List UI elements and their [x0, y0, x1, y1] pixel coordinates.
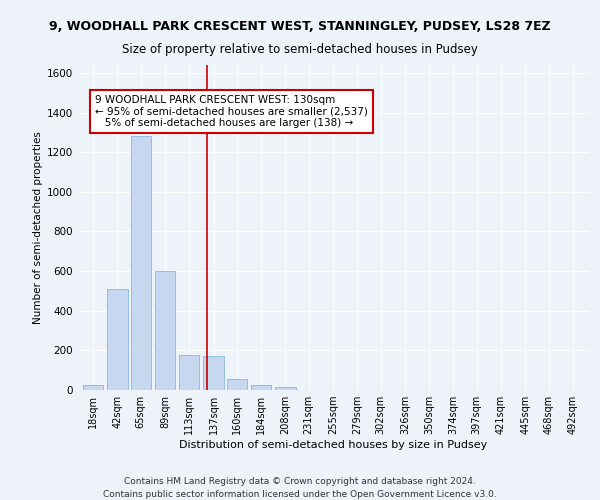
Bar — [179, 356, 199, 390]
Bar — [251, 385, 271, 390]
Text: Contains public sector information licensed under the Open Government Licence v3: Contains public sector information licen… — [103, 490, 497, 499]
X-axis label: Distribution of semi-detached houses by size in Pudsey: Distribution of semi-detached houses by … — [179, 440, 487, 450]
Bar — [131, 136, 151, 390]
Bar — [83, 385, 103, 390]
Bar — [203, 356, 224, 390]
Text: 9 WOODHALL PARK CRESCENT WEST: 130sqm
← 95% of semi-detached houses are smaller : 9 WOODHALL PARK CRESCENT WEST: 130sqm ← … — [95, 94, 368, 128]
Y-axis label: Number of semi-detached properties: Number of semi-detached properties — [33, 131, 43, 324]
Bar — [275, 387, 296, 390]
Text: Size of property relative to semi-detached houses in Pudsey: Size of property relative to semi-detach… — [122, 42, 478, 56]
Bar — [227, 379, 247, 390]
Text: 9, WOODHALL PARK CRESCENT WEST, STANNINGLEY, PUDSEY, LS28 7EZ: 9, WOODHALL PARK CRESCENT WEST, STANNING… — [49, 20, 551, 33]
Bar — [155, 271, 175, 390]
Text: Contains HM Land Registry data © Crown copyright and database right 2024.: Contains HM Land Registry data © Crown c… — [124, 478, 476, 486]
Bar — [107, 289, 128, 390]
